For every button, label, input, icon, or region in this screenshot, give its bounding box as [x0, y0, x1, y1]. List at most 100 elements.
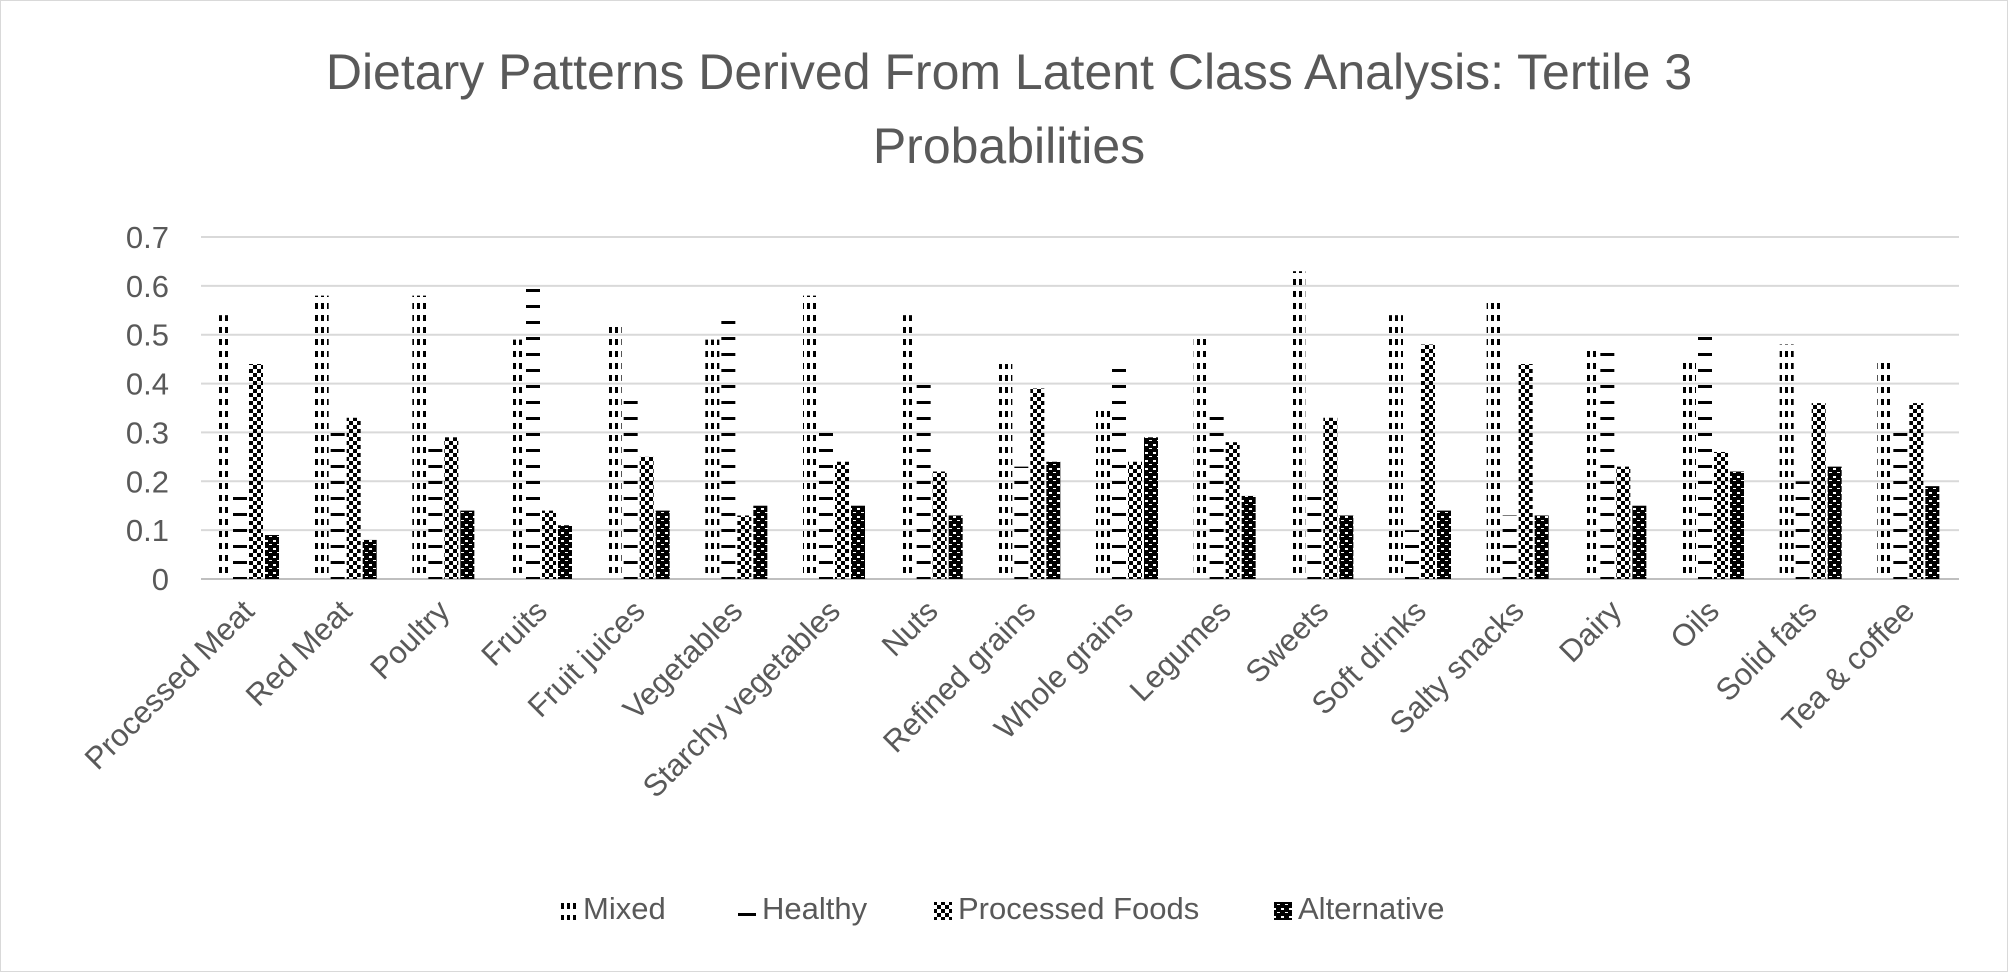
- bar-alternative-salty-snacks: [1534, 515, 1549, 579]
- y-tick-label: 0.5: [126, 318, 169, 353]
- bar-alternative-nuts: [948, 515, 963, 579]
- legend-label-healthy: Healthy: [762, 891, 868, 926]
- gridlines: [201, 236, 1959, 580]
- y-tick-label: 0.2: [126, 464, 169, 499]
- bar-alternative-soft-drinks: [1437, 510, 1451, 579]
- bar-processed-foods-fruits: [542, 510, 556, 579]
- bar-healthy-whole-grains: [1112, 364, 1126, 579]
- bar-healthy-refined-grains: [1014, 466, 1029, 579]
- y-tick-label: 0.3: [126, 415, 169, 450]
- bar-healthy-oils: [1698, 329, 1712, 579]
- bar-processed-foods-poultry: [444, 437, 459, 579]
- bar-alternative-refined-grains: [1046, 461, 1061, 579]
- bar-alternative-oils: [1730, 471, 1744, 579]
- bar-mixed-processed-meat: [217, 315, 231, 579]
- legend-label-processed-foods: Processed Foods: [958, 891, 1199, 926]
- bar-alternative-tea-coffee: [1925, 486, 1940, 579]
- bar-mixed-dairy: [1584, 349, 1599, 579]
- bar-alternative-red-meat: [362, 539, 377, 579]
- bar-mixed-fruit-juices: [607, 324, 622, 579]
- legend-swatch-processed-foods: [934, 902, 952, 920]
- x-axis-label: Oils: [1663, 593, 1726, 656]
- bar-processed-foods-fruit-juices: [639, 456, 654, 579]
- bar-alternative-legumes: [1241, 495, 1256, 579]
- bar-healthy-red-meat: [330, 432, 345, 579]
- x-axis-label: Poultry: [363, 593, 456, 686]
- bar-healthy-salty-snacks: [1502, 515, 1517, 579]
- bar-processed-foods-vegetables: [737, 515, 752, 579]
- legend-label-alternative: Alternative: [1298, 891, 1444, 926]
- y-tick-label: 0.4: [126, 367, 169, 402]
- chart-title-line-1: Dietary Patterns Derived From Latent Cla…: [326, 44, 1692, 100]
- bar-alternative-vegetables: [753, 505, 768, 579]
- y-axis-ticks: 0 0.1 0.2 0.3 0.4 0.5 0.6 0.7: [126, 220, 169, 597]
- bar-mixed-salty-snacks: [1486, 300, 1501, 579]
- bar-alternative-dairy: [1632, 505, 1647, 579]
- bar-mixed-nuts: [900, 315, 915, 579]
- bar-processed-foods-sweets: [1323, 417, 1338, 579]
- bar-healthy-legumes: [1209, 412, 1224, 579]
- legend-swatch-alternative: [1274, 902, 1292, 920]
- chart-title: Dietary Patterns Derived From Latent Cla…: [326, 44, 1692, 174]
- bar-healthy-processed-meat: [233, 495, 247, 579]
- bar-healthy-dairy: [1600, 349, 1615, 579]
- bar-alternative-solid-fats: [1827, 466, 1842, 579]
- bar-processed-foods-tea-coffee: [1909, 403, 1924, 579]
- bar-mixed-tea-coffee: [1877, 359, 1892, 579]
- bar-processed-foods-whole-grains: [1128, 461, 1142, 579]
- bars: [217, 271, 1940, 579]
- bar-mixed-starchy-vegetables: [803, 295, 817, 579]
- x-axis-label: Processed Meat: [78, 593, 261, 776]
- bar-alternative-processed-meat: [265, 535, 279, 579]
- bar-mixed-sweets: [1291, 271, 1306, 579]
- bar-mixed-fruits: [510, 339, 524, 579]
- bar-healthy-nuts: [916, 378, 931, 579]
- bar-healthy-fruit-juices: [623, 398, 638, 579]
- legend-swatch-mixed: [559, 902, 577, 920]
- bar-processed-foods-legumes: [1225, 442, 1240, 579]
- bar-mixed-vegetables: [705, 339, 720, 579]
- bar-alternative-whole-grains: [1144, 437, 1158, 579]
- bar-processed-foods-solid-fats: [1811, 403, 1826, 579]
- bar-processed-foods-red-meat: [346, 417, 361, 579]
- bar-alternative-fruit-juices: [655, 510, 670, 579]
- legend-swatch-healthy: [738, 902, 756, 920]
- x-axis-label: Dairy: [1552, 593, 1628, 669]
- bar-healthy-poultry: [428, 447, 443, 579]
- bar-processed-foods-starchy-vegetables: [835, 461, 849, 579]
- bar-healthy-fruits: [526, 285, 540, 579]
- chart-title-line-2: Probabilities: [873, 118, 1145, 174]
- bar-healthy-solid-fats: [1795, 481, 1810, 579]
- bar-mixed-red-meat: [314, 295, 329, 579]
- bar-mixed-oils: [1682, 359, 1696, 579]
- bar-processed-foods-processed-meat: [249, 364, 263, 579]
- bar-processed-foods-dairy: [1616, 466, 1631, 579]
- bar-mixed-whole-grains: [1096, 408, 1110, 579]
- bar-alternative-fruits: [558, 525, 572, 579]
- bar-mixed-poultry: [412, 295, 427, 579]
- x-axis-label: Red Meat: [239, 593, 359, 713]
- x-axis-label: Legumes: [1123, 593, 1238, 708]
- y-tick-label: 0: [152, 562, 169, 597]
- bar-healthy-sweets: [1307, 495, 1322, 579]
- bar-alternative-sweets: [1339, 515, 1354, 579]
- legend-label-mixed: Mixed: [583, 891, 666, 926]
- bar-mixed-legumes: [1193, 334, 1208, 579]
- bar-processed-foods-soft-drinks: [1421, 344, 1435, 579]
- x-axis-label: Sweets: [1239, 593, 1336, 690]
- bar-healthy-vegetables: [721, 315, 736, 579]
- bar-processed-foods-salty-snacks: [1518, 364, 1533, 579]
- x-axis-label: Fruits: [474, 593, 554, 673]
- bar-healthy-soft-drinks: [1405, 530, 1419, 579]
- bar-mixed-solid-fats: [1779, 344, 1794, 579]
- legend: Mixed Healthy Processed Foods Alternative: [559, 891, 1444, 926]
- bar-healthy-tea-coffee: [1893, 432, 1908, 579]
- bar-processed-foods-refined-grains: [1030, 388, 1045, 579]
- bar-mixed-soft-drinks: [1389, 315, 1403, 579]
- x-axis-label: Nuts: [875, 593, 945, 663]
- y-tick-label: 0.6: [126, 269, 169, 304]
- y-tick-label: 0.1: [126, 513, 169, 548]
